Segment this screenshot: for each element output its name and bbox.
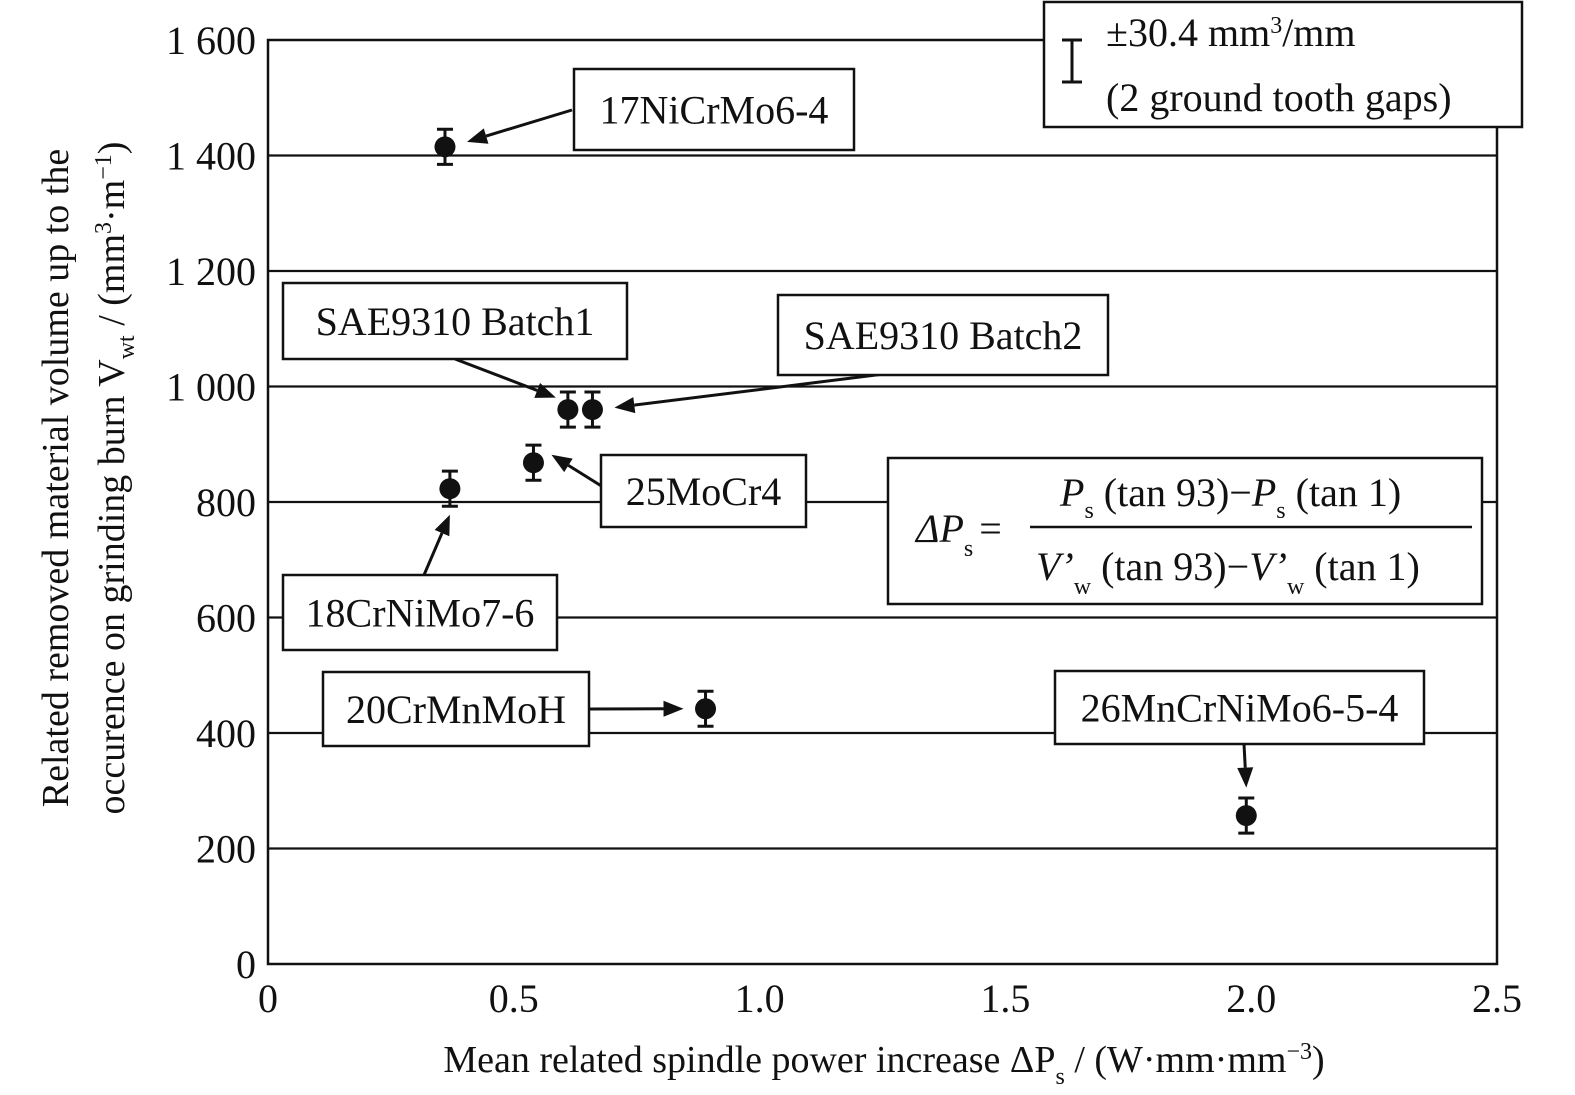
point-label: SAE9310 Batch1 [281, 281, 629, 361]
formula-lhs: ΔPs = [914, 506, 1002, 562]
annotation-arrows [422, 108, 1254, 788]
y-axis-title-line-1: Related removed material volume up to th… [35, 149, 77, 807]
point-label: SAE9310 Batch2 [776, 293, 1110, 377]
point-marker [434, 136, 456, 158]
tick-labels: 0 200 400 600 800 1 000 1 200 1 400 1 600 0 0.5 1.0… [166, 18, 1522, 1021]
arrow-head [434, 514, 450, 537]
arrow-head [1237, 767, 1254, 788]
x-tick-label: 0.5 [489, 976, 539, 1021]
data-point [1235, 796, 1257, 835]
point-label-box [776, 293, 1110, 377]
formula-numerator: Ps (tan 93)−Ps (tan 1) [1059, 470, 1401, 524]
x-axis-title: Mean related spindle power increase ΔPs … [443, 1039, 1324, 1090]
arrow-shaft [422, 532, 444, 576]
point-label-text: SAE9310 Batch1 [316, 299, 595, 344]
point-label-box [572, 67, 856, 152]
point-label-text: SAE9310 Batch2 [804, 313, 1083, 358]
data-point [434, 127, 456, 166]
y-tick-label: 800 [196, 480, 256, 525]
x-tick-label: 0 [258, 976, 278, 1021]
point-label: 26MnCrNiMo6-5-4 [1053, 669, 1426, 746]
x-tick-label: 2.5 [1472, 976, 1522, 1021]
x-tick-label: 1.5 [980, 976, 1030, 1021]
point-marker [581, 399, 603, 421]
arrow-shaft [1242, 743, 1247, 768]
arrow-head [663, 700, 684, 717]
annotation-arrow [1237, 743, 1254, 788]
point-label-box [281, 281, 629, 361]
annotation-arrow [466, 108, 573, 144]
y-tick-label: 1 200 [166, 249, 256, 294]
formula-box [886, 456, 1484, 606]
y-tick-label: 200 [196, 827, 256, 872]
arrow-head [614, 397, 636, 414]
x-tick-label: 2.0 [1226, 976, 1276, 1021]
point-label-text: 18CrNiMo7-6 [306, 591, 535, 636]
point-marker [695, 698, 717, 720]
data-point [557, 390, 579, 429]
point-label-text: 25MoCr4 [626, 469, 782, 514]
point-marker [557, 399, 579, 421]
y-tick-label: 1 400 [166, 134, 256, 179]
point-label-text: 26MnCrNiMo6-5-4 [1081, 686, 1399, 731]
annotation-arrow [614, 370, 901, 414]
point-marker [439, 478, 461, 500]
y-tick-label: 1 600 [166, 18, 256, 63]
arrow-head [534, 382, 556, 398]
arrow-shaft [567, 464, 604, 489]
point-label-box [1053, 669, 1426, 746]
legend-line-1: ±30.4 mm3/mm [1106, 10, 1356, 55]
arrow-shaft [634, 370, 901, 407]
annotation-arrow [588, 700, 684, 717]
arrow-head [551, 454, 573, 473]
point-label: 18CrNiMo7-6 [281, 573, 559, 652]
point-label-text: 17NiCrMo6-4 [600, 88, 829, 133]
data-points [434, 127, 1257, 835]
arrow-shaft [485, 108, 573, 138]
formula: ΔPs = Ps (tan 93)−Ps (tan 1) V’w (tan 93)… [886, 456, 1484, 606]
point-label: 20CrMnMoH [321, 670, 591, 748]
point-marker [1235, 805, 1257, 827]
point-label-box [281, 573, 559, 652]
y-tick-label: 0 [236, 942, 256, 987]
data-point [522, 443, 544, 482]
y-tick-label: 1 000 [166, 365, 256, 410]
y-tick-label: 400 [196, 711, 256, 756]
y-axis-title-line-2: occurence on grinding burn Vwt / (mm3·m−… [91, 142, 140, 815]
legend: ±30.4 mm3/mm (2 ground tooth gaps) [1042, 0, 1524, 129]
data-point [581, 390, 603, 429]
legend-line-2: (2 ground tooth gaps) [1106, 75, 1452, 120]
point-marker [522, 452, 544, 474]
point-label-text: 20CrMnMoH [346, 687, 566, 732]
data-point [695, 689, 717, 728]
y-tick-label: 600 [196, 596, 256, 641]
y-axis-title: Related removed material volume up to th… [35, 149, 77, 807]
annotation-arrow [422, 514, 450, 576]
arrow-shaft [454, 357, 538, 392]
point-label-box [599, 453, 808, 529]
arrow-head [466, 128, 489, 144]
plot-frame [266, 38, 1499, 966]
annotation-arrow [551, 454, 604, 489]
point-labels: 17NiCrMo6-4 SAE9310 Batch1 SAE9310 Batch2 2… [281, 67, 1426, 748]
annotation-arrow [454, 357, 556, 398]
y-axis-title-2: occurence on grinding burn Vwt / (mm3·m−… [91, 142, 140, 815]
formula-denominator: V’w (tan 93)−V’w (tan 1) [1036, 544, 1420, 600]
legend-box [1042, 0, 1524, 129]
point-label: 25MoCr4 [599, 453, 808, 529]
point-label-box [321, 670, 591, 748]
data-point [439, 469, 461, 508]
x-tick-label: 1.0 [735, 976, 785, 1021]
point-label: 17NiCrMo6-4 [572, 67, 856, 152]
